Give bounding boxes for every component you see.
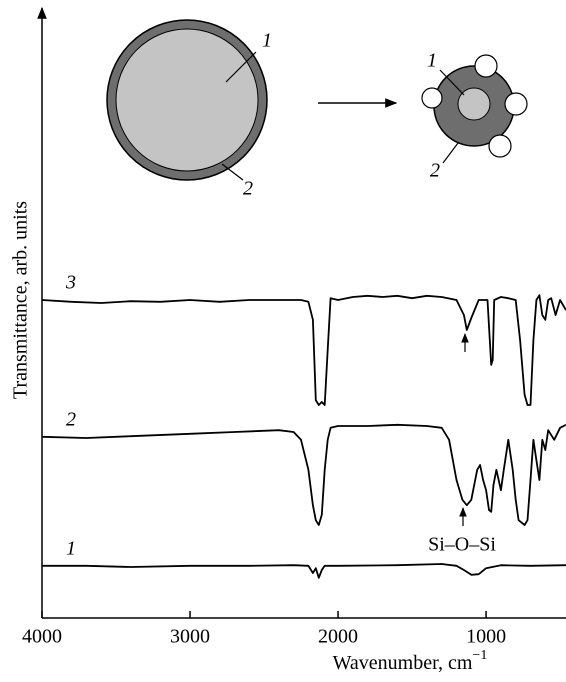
spectrum-line — [41, 423, 566, 526]
annotation: Si–O–Si — [428, 534, 496, 556]
y-axis-label: Transmittance, arb. units — [10, 201, 32, 399]
x-tick-label: 4000 — [22, 626, 62, 648]
inset-label: 1 — [427, 50, 437, 72]
inset-label: 2 — [430, 160, 440, 182]
notch — [488, 134, 512, 158]
spectrum-line — [41, 294, 566, 406]
leader — [221, 163, 244, 181]
core — [115, 28, 259, 172]
inset-label: 1 — [262, 30, 272, 52]
inset-label: 2 — [243, 178, 253, 200]
notch — [504, 92, 528, 116]
inset-before: 1 2 — [106, 19, 272, 200]
notch — [421, 87, 443, 109]
x-tick-label: 3000 — [170, 626, 210, 648]
core — [457, 87, 491, 121]
leader — [225, 51, 257, 83]
x-axis-label: Wavenumber, cm−1 — [333, 648, 488, 673]
x-tick-label: 2000 — [318, 626, 358, 648]
x-tick-label: 1000 — [466, 626, 506, 648]
leader — [442, 142, 459, 164]
leader — [439, 69, 465, 96]
series-label: 3 — [65, 272, 76, 294]
series-label: 2 — [66, 408, 76, 430]
x-axis-label-text: Wavenumber, cm — [333, 652, 473, 674]
x-axis-label-sup: −1 — [472, 648, 487, 663]
series-label: 1 — [66, 537, 76, 559]
inset-after: 1 2 — [421, 50, 528, 182]
spectrum-line — [42, 563, 566, 579]
notch — [474, 54, 498, 78]
